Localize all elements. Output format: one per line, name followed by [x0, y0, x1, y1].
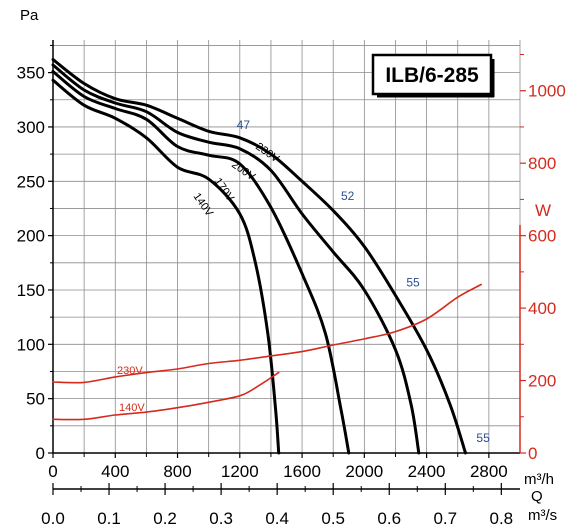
- model-box: ILB/6-285: [371, 53, 495, 98]
- curve-label-230v: 230V: [253, 141, 281, 166]
- x-tick-label: 400: [101, 462, 129, 481]
- curves: [51, 58, 482, 455]
- q-tick-label: 0.7: [433, 509, 457, 528]
- axes: [52, 40, 521, 490]
- y-tick-label: 100: [17, 335, 45, 354]
- power-label-230v: 230V: [117, 365, 143, 377]
- x-tick-label: 1200: [221, 462, 259, 481]
- q-tick-label: 0.6: [377, 509, 401, 528]
- y-tick-label: 0: [36, 444, 45, 463]
- curve-label-170v: 170V: [212, 176, 237, 204]
- power-tick-label: 600: [528, 227, 556, 246]
- power-tick-label: 800: [528, 154, 556, 173]
- y-tick-label: 50: [26, 390, 45, 409]
- x-tick-label: 2400: [408, 462, 446, 481]
- sound-level-label: 55: [406, 276, 420, 290]
- x-tick-label: 0: [48, 462, 57, 481]
- power-label-140v: 140V: [119, 402, 145, 414]
- q-tick-label: 0.0: [41, 509, 65, 528]
- q-tick-label: 0.5: [321, 509, 345, 528]
- y-tick-label: 300: [17, 118, 45, 137]
- pressure-curve-200v: [51, 63, 421, 455]
- x-tick-label: 800: [163, 462, 191, 481]
- y-tick-label: 200: [17, 227, 45, 246]
- y-tick-label: 250: [17, 172, 45, 191]
- power-curve-140v: [52, 371, 280, 421]
- pressure-curve-230v: [51, 58, 467, 455]
- level-labels: 47 52 55 55: [237, 118, 490, 445]
- q-axis-unit: m³/s: [528, 507, 557, 524]
- q-tick-label: 0.2: [153, 509, 177, 528]
- power-tick-label: 200: [528, 372, 556, 391]
- y-tick-label: 150: [17, 281, 45, 300]
- sound-level-label: 47: [237, 118, 251, 132]
- power-tick-label: 400: [528, 299, 556, 318]
- pressure-curve-140v: [51, 78, 281, 455]
- x-tick-label: 1600: [283, 462, 321, 481]
- x-axis-unit: m³/h: [524, 471, 554, 488]
- curve-label-140v: 140V: [191, 191, 216, 219]
- power-axis-unit: W: [535, 201, 551, 220]
- power-curve-230v: [52, 283, 482, 384]
- x-tick-label: 2000: [345, 462, 383, 481]
- q-axis-name: Q: [531, 488, 543, 505]
- y-tick-label: 350: [17, 64, 45, 83]
- q-tick-label: 0.8: [489, 509, 513, 528]
- power-tick-label: 1000: [528, 82, 566, 101]
- model-title: ILB/6-285: [385, 64, 479, 87]
- q-tick-label: 0.1: [97, 509, 121, 528]
- sound-level-label: 55: [476, 431, 490, 445]
- y-axis-unit: Pa: [20, 7, 39, 24]
- pressure-curve-170v: [51, 70, 351, 455]
- q-tick-label: 0.4: [265, 509, 289, 528]
- x-tick-label: 2800: [470, 462, 508, 481]
- sound-level-label: 52: [341, 189, 355, 203]
- power-tick-label: 0: [528, 444, 537, 463]
- q-tick-label: 0.3: [209, 509, 233, 528]
